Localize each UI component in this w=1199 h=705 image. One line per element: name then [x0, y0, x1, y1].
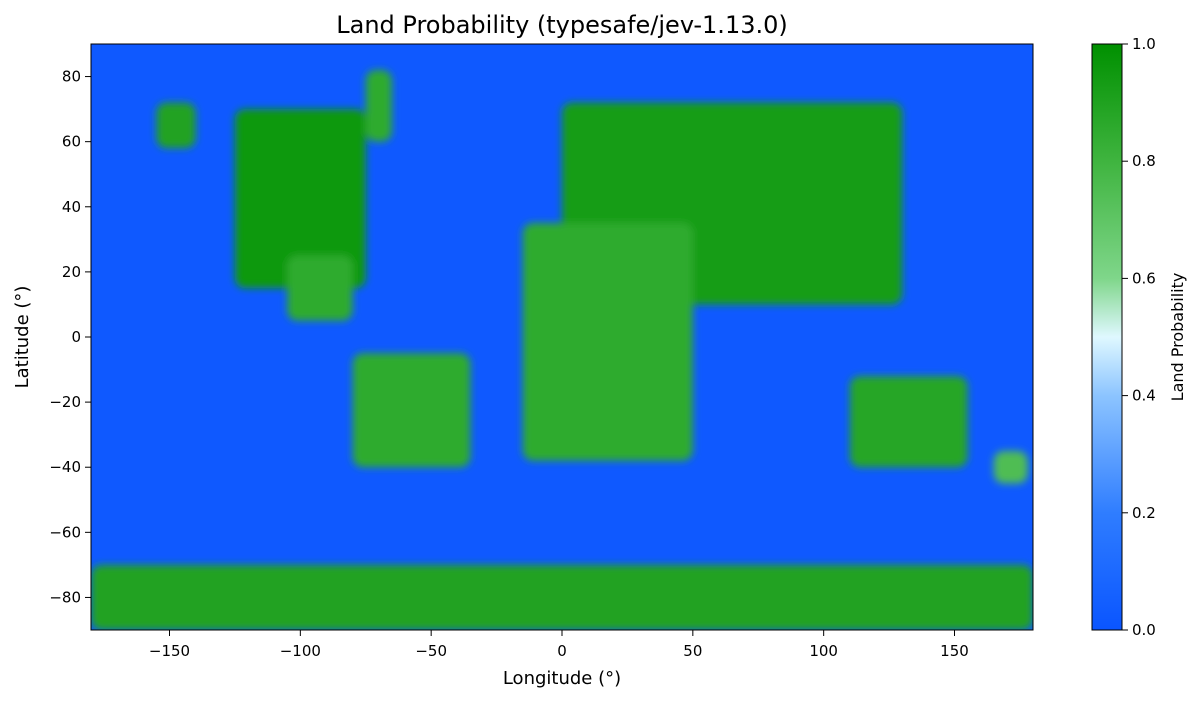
y-tick-label: −20: [49, 393, 81, 411]
x-tick-label: −50: [415, 642, 447, 660]
colorbar-tick-label: 0.6: [1132, 269, 1156, 287]
land-region-south-america: [352, 353, 471, 468]
x-axis-label: Longitude (°): [503, 668, 621, 689]
x-tick-label: −150: [149, 642, 190, 660]
colorbar-tick-label: 1.0: [1132, 35, 1156, 53]
y-axis-ticks: 80 60 40 20 0 −20 −40 −60 −80: [49, 68, 91, 606]
colorbar-tick-label: 0.2: [1132, 504, 1156, 522]
y-tick-label: −60: [49, 523, 81, 541]
land-region-new-zealand: [993, 450, 1028, 484]
x-tick-label: 150: [940, 642, 969, 660]
x-tick-label: 50: [683, 642, 702, 660]
land-region-antarctica: [91, 564, 1033, 630]
y-tick-label: 60: [62, 133, 81, 151]
plot-area: [91, 44, 1033, 630]
colorbar-gradient: [1091, 43, 1123, 631]
y-tick-label: −40: [49, 458, 81, 476]
colorbar-tick-label: 0.0: [1132, 621, 1156, 639]
land-region-central-america: [287, 255, 353, 321]
land-region-north-america: [234, 109, 366, 289]
y-tick-label: −80: [49, 588, 81, 606]
colorbar-tick-label: 0.8: [1132, 152, 1156, 170]
chart-title: Land Probability (typesafe/jev-1.13.0): [336, 11, 788, 39]
x-tick-label: 100: [809, 642, 838, 660]
colorbar-ticks: 0.0 0.2 0.4 0.6 0.8 1.0: [1122, 35, 1156, 639]
land-region-africa: [522, 223, 693, 461]
y-tick-label: 40: [62, 198, 81, 216]
x-axis-ticks: −150 −100 −50 0 50 100 150: [149, 630, 969, 660]
y-tick-label: 20: [62, 263, 81, 281]
x-tick-label: −100: [280, 642, 321, 660]
colorbar: 0.0 0.2 0.4 0.6 0.8 1.0 Land Probability: [1091, 35, 1187, 639]
land-region-australia: [849, 376, 968, 468]
y-axis-label: Latitude (°): [12, 286, 33, 389]
land-region-greenland: [365, 70, 392, 142]
land-region-layer: [91, 70, 1033, 630]
land-region-alaska: [156, 102, 196, 149]
x-tick-label: 0: [557, 642, 567, 660]
y-tick-label: 0: [71, 328, 81, 346]
colorbar-label: Land Probability: [1168, 273, 1187, 402]
y-tick-label: 80: [62, 68, 81, 86]
colorbar-tick-label: 0.4: [1132, 387, 1156, 405]
